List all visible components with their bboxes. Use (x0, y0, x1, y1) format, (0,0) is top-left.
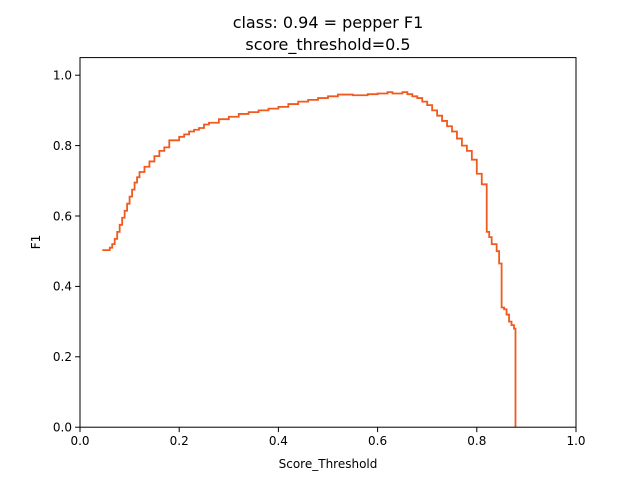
chart-subtitle: score_threshold=0.5 (245, 35, 410, 55)
x-axis-ticks: 0.0 0.2 0.4 0.6 0.8 1.0 (70, 427, 586, 448)
x-tick-label: 0.0 (70, 434, 89, 448)
plot-area (102, 91, 517, 428)
y-axis-ticks: 0.0 0.2 0.4 0.6 0.8 1.0 (53, 69, 80, 435)
x-axis-label: Score_Threshold (279, 457, 378, 471)
y-tick-label: 0.0 (53, 421, 72, 435)
y-tick-label: 0.4 (53, 280, 72, 294)
f1-curve-series-0 (102, 91, 517, 428)
plot-frame (79, 57, 577, 428)
y-axis-label: F1 (29, 235, 43, 250)
y-tick-label: 1.0 (53, 69, 72, 83)
y-tick-label: 0.6 (53, 209, 72, 223)
x-tick-label: 0.4 (269, 434, 288, 448)
x-tick-label: 0.6 (368, 434, 387, 448)
y-tick-label: 0.2 (53, 350, 72, 364)
x-tick-label: 0.8 (467, 434, 486, 448)
chart-title: class: 0.94 = pepper F1 (233, 13, 424, 32)
x-tick-label: 1.0 (566, 434, 585, 448)
y-tick-label: 0.8 (53, 139, 72, 153)
x-tick-label: 0.2 (170, 434, 189, 448)
